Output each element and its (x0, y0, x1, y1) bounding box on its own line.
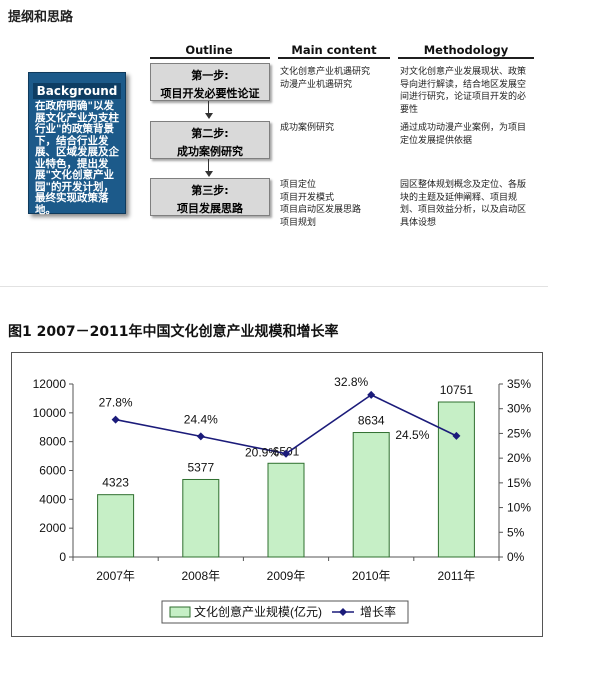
step-3-method: 园区整体规划概念及定位、各版块的主题及延伸阐释、项目规划、项目效益分析，以及启动… (400, 180, 527, 228)
line-data-label: 24.4% (184, 412, 218, 426)
y-tick-label: 0 (59, 550, 66, 564)
content-item: 项目定位 (280, 180, 317, 190)
section-divider (0, 286, 548, 287)
section-title: 提纲和思路 (8, 10, 74, 25)
step-1-content: 文化创意产业机遇研究 动漫产业机遇研究 (280, 66, 370, 91)
methodology-header-rule (398, 57, 534, 59)
growth-marker (452, 431, 461, 440)
content-item: 文化创意产业机遇研究 (280, 67, 371, 77)
line-data-label: 27.8% (99, 396, 133, 410)
step-1-label: 第一步: (191, 69, 229, 82)
legend-bar-swatch (169, 606, 191, 618)
bar (97, 494, 135, 558)
chart-frame: 0 2000 4000 6000 8000 10000 12000 0% 5% 10% 15% 20%… (11, 352, 543, 637)
y-tick-label: 10000 (33, 406, 67, 420)
step-3-name: 项目发展思路 (177, 202, 243, 215)
x-tick-label: 2009年 (267, 569, 306, 583)
content-header-rule (278, 57, 390, 59)
step-3-label: 第三步: (191, 184, 229, 197)
bar-data-label: 8634 (358, 414, 385, 428)
step-arrow-1-head (205, 113, 213, 119)
step-1-method: 对文化创意产业发展现状、政策导向进行解读，结合地区发展空间进行研究，论证项目开发… (400, 67, 527, 115)
y2-tick-label: 30% (507, 402, 531, 416)
content-item: 项目启动区发展思路 (280, 205, 362, 215)
x-tick-label: 2010年 (352, 569, 391, 583)
outline-header-rule (150, 57, 270, 59)
step-1-name: 项目开发必要性论证 (160, 87, 260, 100)
growth-marker (367, 390, 376, 399)
legend-bar-label: 文化创意产业规模(亿元) (194, 604, 322, 619)
step-arrow-1 (208, 101, 209, 115)
bar (182, 478, 220, 558)
bar-data-label: 5377 (187, 460, 214, 474)
y2-tick-label: 5% (507, 525, 525, 539)
chart-canvas: 0 2000 4000 6000 8000 10000 12000 0% 5% 10% 15% 20%… (33, 375, 531, 624)
content-item: 项目规划 (280, 217, 317, 228)
step-3-box: 第三步: 项目发展思路 (150, 178, 270, 216)
content-item: 动漫产业机遇研究 (280, 79, 353, 90)
growth-marker (282, 449, 290, 458)
step-arrow-2-head (205, 171, 213, 177)
y-tick-label: 2000 (39, 521, 66, 535)
growth-marker (196, 432, 205, 441)
content-column-header: Main content (291, 43, 377, 57)
bar (437, 401, 475, 558)
y-tick-label: 8000 (39, 435, 66, 449)
line-data-label: 20.9% (245, 446, 279, 460)
step-3-content: 项目定位 项目开发模式 项目启动区发展思路 项目规划 (280, 179, 361, 229)
bar (267, 462, 305, 558)
outline-column-header: Outline (185, 43, 233, 57)
y2-tick-label: 20% (507, 451, 531, 465)
content-item: 成功案例研究 (280, 123, 335, 133)
background-panel: Background 在政府明确"以发展文化产业为支柱行业"的政策背景下，结合行… (28, 72, 126, 216)
y2-tick-label: 0% (507, 550, 525, 564)
x-tick-label: 2008年 (181, 569, 220, 583)
y-tick-label: 4000 (39, 492, 66, 506)
x-tick-label: 2011年 (437, 569, 475, 583)
line-data-label: 24.5% (395, 428, 429, 442)
methodology-column-header: Methodology (423, 43, 509, 57)
bar (352, 432, 390, 558)
step-2-method: 通过成功动漫产业案例，为项目定位发展提供依据 (400, 123, 527, 146)
step-2-name: 成功案例研究 (177, 145, 243, 158)
y2-tick-label: 25% (507, 426, 531, 440)
legend-box (161, 600, 409, 624)
y-tick-label: 6000 (39, 464, 66, 478)
step-2-label: 第二步: (191, 127, 229, 140)
legend-line-marker (339, 608, 347, 616)
step-arrow-2 (208, 159, 209, 173)
y-tick-label: 12000 (33, 377, 67, 391)
legend-line-label: 增长率 (360, 604, 396, 619)
step-2-box: 第二步: 成功案例研究 (150, 121, 270, 159)
line-data-label: 32.8% (334, 375, 368, 389)
y2-tick-label: 35% (507, 377, 531, 391)
x-tick-label: 2007年 (96, 569, 135, 583)
growth-marker (111, 415, 120, 424)
step-1-box: 第一步: 项目开发必要性论证 (150, 63, 270, 101)
chart-title: 图1 2007－2011年中国文化创意产业规模和增长率 (8, 324, 339, 340)
y2-tick-label: 10% (507, 501, 531, 515)
step-2-content: 成功案例研究 (280, 122, 334, 135)
background-title: Background (33, 83, 121, 99)
y2-tick-label: 15% (507, 476, 531, 490)
bar-data-label: 4323 (102, 476, 129, 490)
bar-data-label: 10751 (440, 383, 474, 397)
background-text: 在政府明确"以发展文化产业为支柱行业"的政策背景下，结合行业发展、区域发展及企业… (35, 100, 119, 216)
content-item: 项目开发模式 (280, 192, 335, 203)
